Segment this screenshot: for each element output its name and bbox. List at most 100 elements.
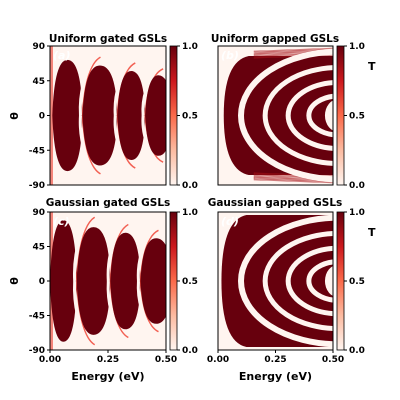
cb-tick-label: 0.0 — [182, 181, 198, 191]
colorbar-gradient — [336, 211, 345, 351]
gap-arc — [136, 226, 156, 282]
gap-arc — [78, 115, 98, 178]
panel-b-plot — [217, 45, 334, 186]
panel-d-plot — [217, 211, 334, 351]
colorbar-label: T — [368, 60, 376, 73]
panel-a-bands — [50, 46, 166, 185]
transmission-lobe — [50, 220, 77, 342]
colorbar-gradient — [169, 211, 178, 351]
colorbar-gradient — [169, 45, 178, 186]
fringe-line — [253, 179, 333, 184]
gap-arc — [72, 213, 92, 282]
panel-c-xlabel: Energy (eV) — [71, 370, 144, 383]
gap-arc — [72, 280, 92, 349]
transmission-lobe — [76, 227, 111, 335]
panel-b-colorbar: 1.0 0.5 0.0 T — [336, 42, 376, 191]
panel-a-yticks: 90 45 0 -45 -90 — [29, 42, 50, 191]
fringe-line — [253, 178, 333, 183]
x-tick-label: 0.50 — [155, 355, 177, 365]
y-tick-label: -90 — [29, 346, 45, 356]
y-tick-label: -90 — [29, 181, 45, 191]
y-tick-label: 90 — [32, 208, 45, 218]
cb-tick-label: 0.5 — [182, 277, 198, 287]
x-tick-label: 0.25 — [97, 355, 119, 365]
panel-d-colorbar: 1.0 0.5 0.0 T — [336, 208, 376, 356]
gap-arc — [141, 115, 161, 166]
panel-c-plot — [49, 211, 167, 351]
panel-c: Gaussian gated GSLs (c) 90 45 0 -45 -90 … — [8, 197, 198, 383]
cb-tick-label: 0.5 — [349, 277, 365, 287]
cb-tick-label: 0.5 — [349, 112, 365, 122]
y-tick-label: -45 — [29, 147, 45, 157]
panel-c-yticks: 90 45 0 -45 -90 — [29, 208, 50, 356]
x-tick-label: 0.00 — [207, 355, 229, 365]
panel-c-bands — [50, 212, 166, 350]
gap-ring — [238, 214, 333, 348]
cb-tick-label: 0.0 — [349, 346, 365, 356]
cb-tick-label: 1.0 — [182, 208, 198, 218]
panel-c-title: Gaussian gated GSLs — [46, 197, 171, 209]
panel-a-plot — [49, 45, 167, 186]
transmission-lobe — [82, 65, 118, 166]
transmission-lobe — [145, 75, 166, 156]
gap-arc — [113, 59, 133, 116]
panel-a-label: (a) — [53, 49, 70, 62]
transmission-lobe — [52, 59, 83, 172]
y-tick-label: -45 — [29, 312, 45, 322]
y-tick-label: 45 — [32, 77, 45, 87]
panel-b-label: (b) — [221, 49, 239, 62]
panel-c-ylabel: θ — [8, 277, 21, 285]
fringe-line — [253, 47, 333, 52]
panel-b-bands — [223, 47, 333, 184]
panel-d-bands — [221, 214, 333, 348]
panel-d-title: Gaussian gapped GSLs — [208, 197, 343, 209]
gap-arc — [106, 220, 126, 282]
gap-ring — [285, 80, 333, 151]
x-tick-label: 0.00 — [39, 355, 61, 365]
gap-ring — [306, 259, 333, 303]
transmission-lobe — [117, 71, 146, 160]
gap-arc — [136, 280, 156, 336]
y-tick-label: 0 — [39, 277, 45, 287]
cb-tick-label: 0.0 — [182, 346, 198, 356]
cb-tick-label: 0.5 — [182, 112, 198, 122]
gap-ring — [262, 65, 333, 166]
panel-d-label: (d) — [221, 215, 239, 228]
cb-tick-label: 1.0 — [182, 42, 198, 52]
cb-tick-label: 1.0 — [349, 42, 365, 52]
cb-tick-label: 1.0 — [349, 208, 365, 218]
panel-b: Uniform gapped GSLs (b) 1.0 0.5 0.0 T — [211, 33, 376, 191]
gap-ring — [238, 48, 333, 183]
panel-a: Uniform gated GSLs (a) 90 45 0 -45 -90 θ… — [8, 33, 198, 191]
transmission-lobe — [110, 232, 141, 330]
panel-a-ylabel: θ — [8, 112, 21, 120]
y-tick-label: 45 — [32, 243, 45, 253]
panel-c-label: (c) — [53, 215, 70, 228]
panel-c-xticks: 0.00 0.25 0.50 — [39, 350, 177, 365]
gap-core — [324, 265, 333, 297]
panel-c-colorbar: 1.0 0.5 0.0 — [169, 208, 198, 356]
gap-arc — [113, 115, 133, 172]
panel-d-xticks: 0.00 0.25 0.50 — [207, 350, 344, 365]
gap-ring — [285, 245, 333, 317]
gap-core — [324, 100, 333, 131]
gap-arc — [106, 280, 126, 342]
x-tick-label: 0.25 — [264, 355, 286, 365]
panel-b-frame — [217, 45, 334, 186]
gap-ring — [262, 230, 333, 332]
y-tick-label: 90 — [32, 42, 45, 52]
x-tick-label: 0.50 — [322, 355, 344, 365]
panel-d: Gaussian gapped GSLs (d) 0.00 0.25 0.50 … — [207, 197, 376, 383]
gap-arc — [141, 65, 161, 116]
panel-d-xlabel: Energy (eV) — [239, 370, 312, 383]
cb-tick-label: 0.0 — [349, 181, 365, 191]
panel-a-colorbar: 1.0 0.5 0.0 — [169, 42, 198, 191]
gap-ring — [306, 93, 333, 138]
transmission-lobe — [140, 238, 166, 324]
panel-b-title: Uniform gapped GSLs — [211, 33, 339, 45]
colorbar-gradient — [336, 45, 345, 186]
fringe-line — [253, 48, 333, 53]
panel-a-title: Uniform gated GSLs — [49, 33, 167, 45]
colorbar-label: T — [368, 226, 376, 239]
